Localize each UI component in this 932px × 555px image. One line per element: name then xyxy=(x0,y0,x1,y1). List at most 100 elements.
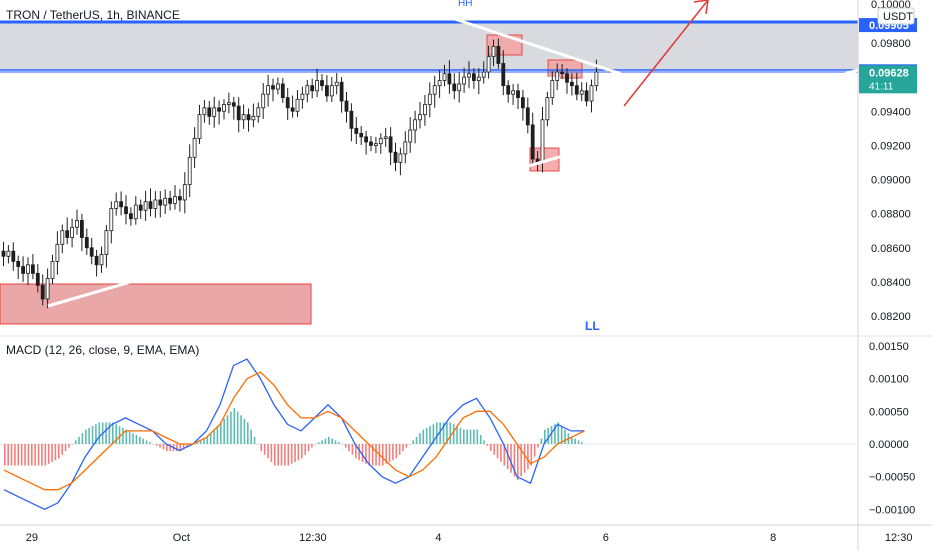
histogram-bar xyxy=(61,444,63,455)
ascending-trendline[interactable] xyxy=(47,68,859,308)
histogram-bar xyxy=(388,444,391,462)
histogram-bar xyxy=(385,444,387,464)
histogram-bar xyxy=(186,444,188,448)
histogram-bar xyxy=(41,444,43,466)
histogram-bar xyxy=(233,408,236,444)
candle-body xyxy=(344,100,349,112)
histogram-bar xyxy=(78,436,80,444)
macd-axis[interactable]: 0.00150 0.00100 0.00050 0.00000 −0.00050 −0.0… xyxy=(869,341,915,516)
candle-body xyxy=(256,107,261,117)
macd-tick: 0.00000 xyxy=(869,439,909,451)
histogram-bar xyxy=(263,444,266,455)
histogram-bar xyxy=(182,444,185,450)
resistance-zone xyxy=(0,22,858,70)
histogram-bar xyxy=(328,436,330,444)
candle-body xyxy=(217,107,222,112)
histogram-bar xyxy=(152,444,155,445)
macd-line xyxy=(3,358,585,511)
histogram-bar xyxy=(20,444,23,466)
macd-tick: −0.00100 xyxy=(869,504,915,516)
histogram-bar xyxy=(37,444,40,466)
macd-tick: 0.00100 xyxy=(869,374,909,386)
price-tick: 0.08200 xyxy=(871,311,911,323)
price-tick: 0.09400 xyxy=(871,106,911,118)
histogram-bar xyxy=(341,444,344,445)
histogram-bar xyxy=(287,444,290,466)
candle-body xyxy=(246,114,251,121)
histogram-bar xyxy=(294,444,296,462)
candle-body xyxy=(226,102,231,105)
candle-body xyxy=(80,220,84,238)
candle-body xyxy=(158,199,163,206)
candle-body xyxy=(574,85,579,95)
macd-legend[interactable]: MACD (12, 26, close, 9, EMA, EMA) xyxy=(6,343,199,357)
histogram-bar xyxy=(58,444,60,459)
histogram-bar xyxy=(540,438,543,444)
histogram-bar xyxy=(209,433,212,444)
histogram-bar xyxy=(317,442,320,444)
price-tick-top: 0.10000 xyxy=(871,0,911,11)
candle-body xyxy=(373,143,378,146)
histogram-bar xyxy=(425,427,428,444)
histogram-bar xyxy=(429,426,431,444)
candle-body xyxy=(560,71,564,75)
histogram-bar xyxy=(297,444,300,461)
histogram-bar xyxy=(122,427,124,444)
candle-body xyxy=(21,266,26,274)
candle-body xyxy=(359,133,364,138)
histogram-bar xyxy=(530,444,533,466)
candle-body xyxy=(349,110,354,129)
candle-body xyxy=(447,73,452,85)
candle-body xyxy=(173,196,177,204)
candle-body xyxy=(521,97,525,109)
histogram-bar xyxy=(405,444,408,448)
candle-body xyxy=(491,46,496,58)
histogram-bar xyxy=(483,440,485,444)
projection-arrow[interactable] xyxy=(623,0,709,107)
histogram-bar xyxy=(375,444,377,466)
candle-body xyxy=(55,243,60,262)
histogram-bar xyxy=(139,436,141,444)
price-tick: 0.09800 xyxy=(871,38,911,50)
candle-body xyxy=(241,114,246,121)
histogram-bar xyxy=(446,422,448,444)
price-label-text: 0.09628 xyxy=(869,67,909,79)
descending-trendline[interactable] xyxy=(396,0,859,154)
candles-group xyxy=(1,38,599,309)
histogram-bar xyxy=(537,444,539,448)
histogram-bar xyxy=(560,426,563,444)
candle-body xyxy=(545,97,550,121)
price-tick: 0.08400 xyxy=(871,277,911,289)
candle-body xyxy=(354,127,359,134)
histogram-bar xyxy=(409,444,411,445)
histogram-bar xyxy=(382,444,384,466)
candle-body xyxy=(584,90,589,102)
currency-badge-label: USDT xyxy=(883,11,913,23)
histogram-bar xyxy=(257,444,259,445)
candle-body xyxy=(320,80,324,87)
candle-body xyxy=(60,230,65,245)
histogram-bar xyxy=(432,424,435,444)
symbol-title[interactable]: TRON / TetherUS, 1h, BINANCE xyxy=(6,8,180,22)
time-tick: 29 xyxy=(26,532,38,544)
candle-body xyxy=(212,107,217,117)
time-tick: Oct xyxy=(173,532,190,544)
ll-label: LL xyxy=(585,319,600,333)
candle-body xyxy=(89,247,94,257)
histogram-bar xyxy=(223,418,225,444)
histogram-bar xyxy=(7,444,9,466)
candle-body xyxy=(290,107,295,112)
histogram-bar xyxy=(250,429,252,444)
candle-body xyxy=(182,184,187,201)
histogram-bar xyxy=(64,444,67,452)
macd-tick: 0.00050 xyxy=(869,406,909,418)
candle-body xyxy=(114,201,119,209)
price-axis[interactable]: 0.098000.096000.094000.092000.090000.088… xyxy=(871,38,911,323)
histogram-bar xyxy=(550,426,553,444)
histogram-bar xyxy=(98,422,101,444)
histogram-bar xyxy=(159,444,161,448)
currency-badge[interactable] xyxy=(877,7,915,25)
candle-body xyxy=(271,85,275,90)
